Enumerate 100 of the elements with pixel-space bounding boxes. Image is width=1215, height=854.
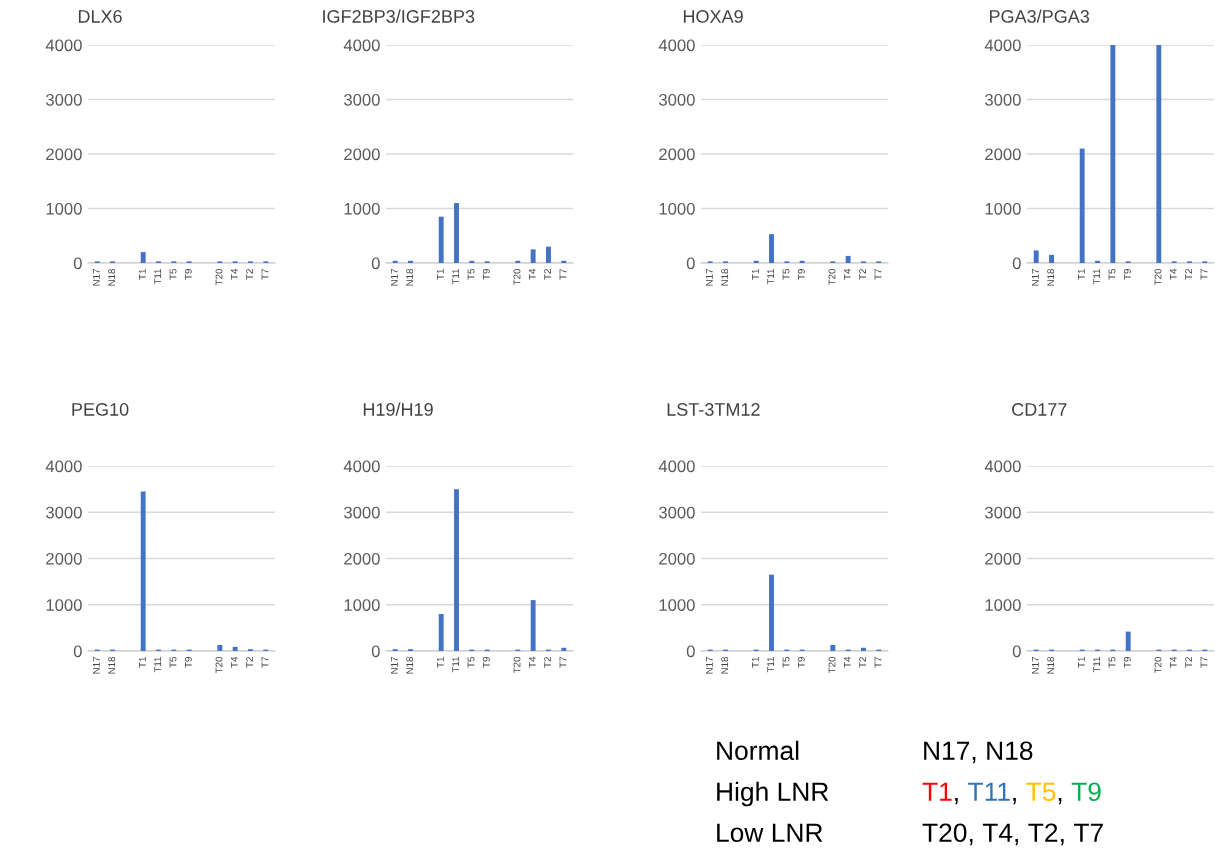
y-tick-label: 0 bbox=[1012, 645, 1021, 658]
bar bbox=[769, 574, 774, 651]
x-tick-label: N17 bbox=[706, 269, 713, 286]
bar bbox=[861, 647, 866, 651]
x-tick-label: T1 bbox=[139, 269, 146, 280]
x-tick-label: N18 bbox=[406, 268, 414, 286]
x-tick-label: T4 bbox=[230, 268, 238, 280]
x-tick-label: T5 bbox=[1108, 656, 1116, 668]
bar bbox=[515, 260, 521, 263]
bar bbox=[1079, 148, 1085, 263]
y-tick-label: 2000 bbox=[46, 552, 82, 565]
x-tick-label: T1 bbox=[752, 657, 759, 668]
bar bbox=[845, 255, 851, 263]
chart-title: HOXA9 bbox=[683, 10, 743, 23]
y-tick-label: 1000 bbox=[344, 202, 380, 215]
x-tick-label: N17 bbox=[1032, 269, 1039, 286]
y-tick-label: 0 bbox=[686, 645, 695, 658]
x-tick-label: T20 bbox=[513, 268, 521, 286]
y-tick-label: 3000 bbox=[46, 93, 82, 106]
x-tick-label: T11 bbox=[154, 657, 162, 673]
bar bbox=[438, 216, 444, 263]
x-tick-label: N17 bbox=[93, 657, 100, 674]
x-tick-label: T11 bbox=[1093, 657, 1101, 673]
x-tick-label: T20 bbox=[828, 656, 836, 674]
x-tick-label: T4 bbox=[528, 656, 536, 668]
x-tick-label: N17 bbox=[1032, 657, 1039, 674]
y-tick-label: 2000 bbox=[985, 148, 1021, 161]
y-tick-label: 0 bbox=[73, 645, 82, 658]
x-tick-label: T20 bbox=[1154, 268, 1162, 286]
y-tick-label: 3000 bbox=[985, 506, 1021, 519]
text: N17, N18 bbox=[924, 741, 1033, 764]
x-tick-label: N18 bbox=[1047, 656, 1055, 674]
x-tick-label: T2 bbox=[859, 269, 866, 280]
y-tick-label: 2000 bbox=[344, 148, 380, 161]
x-tick-label: T7 bbox=[559, 657, 567, 668]
x-tick-label: T20 bbox=[215, 268, 223, 286]
x-tick-label: T11 bbox=[1093, 269, 1101, 285]
bar bbox=[546, 246, 551, 263]
y-tick-label: 2000 bbox=[985, 552, 1021, 565]
y-tick-label: 0 bbox=[686, 257, 695, 270]
y-tick-label: 0 bbox=[371, 257, 380, 270]
x-tick-label: T1 bbox=[437, 269, 444, 280]
y-tick-label: 3000 bbox=[344, 506, 380, 519]
x-tick-label: T7 bbox=[261, 657, 269, 668]
chart-title: DLX6 bbox=[78, 10, 122, 23]
x-tick-label: N18 bbox=[108, 656, 116, 674]
bar bbox=[830, 644, 836, 651]
bar bbox=[1033, 250, 1039, 263]
x-tick-label: T9 bbox=[482, 269, 490, 280]
x-tick-label: T2 bbox=[544, 657, 551, 668]
bar bbox=[753, 260, 759, 263]
x-tick-label: T2 bbox=[246, 657, 253, 668]
bar bbox=[232, 646, 238, 651]
x-tick-label: T11 bbox=[452, 269, 460, 285]
x-tick-label: T11 bbox=[767, 269, 775, 285]
bar bbox=[561, 647, 567, 651]
chart-title: H19/H19 bbox=[363, 402, 433, 416]
x-tick-label: T4 bbox=[1169, 268, 1177, 280]
chart-title: LST-3TM12 bbox=[667, 403, 760, 416]
x-tick-label: T9 bbox=[184, 657, 192, 668]
x-tick-label: T9 bbox=[1123, 269, 1131, 280]
y-tick-label: 4000 bbox=[984, 39, 1021, 52]
y-tick-label: 2000 bbox=[659, 148, 695, 161]
text: T1, T11, T5, T9 bbox=[922, 782, 1101, 805]
x-tick-label: T1 bbox=[1078, 657, 1085, 668]
x-tick-label: T7 bbox=[874, 657, 882, 668]
category-label: High LNR bbox=[717, 781, 829, 807]
chart-title: PGA3/PGA3 bbox=[989, 9, 1090, 23]
y-tick-label: 4000 bbox=[658, 39, 695, 52]
x-tick-label: T5 bbox=[169, 656, 177, 668]
x-tick-label: T7 bbox=[1200, 269, 1208, 280]
y-tick-label: 1000 bbox=[985, 202, 1021, 215]
y-tick-label: 0 bbox=[73, 257, 82, 270]
x-tick-label: T2 bbox=[1185, 269, 1192, 280]
x-tick-label: N18 bbox=[721, 268, 729, 286]
x-tick-label: T5 bbox=[782, 268, 790, 280]
x-tick-label: T5 bbox=[169, 268, 177, 280]
bar bbox=[438, 614, 444, 651]
x-tick-label: N17 bbox=[391, 657, 398, 674]
x-tick-label: N17 bbox=[93, 269, 100, 286]
x-tick-label: T20 bbox=[1154, 656, 1162, 674]
category-label: Low LNR bbox=[717, 823, 823, 843]
y-tick-label: 1000 bbox=[46, 599, 82, 611]
y-tick-label: 0 bbox=[371, 645, 380, 658]
x-tick-label: T7 bbox=[559, 269, 567, 280]
x-tick-label: N18 bbox=[721, 656, 729, 674]
bar bbox=[1110, 45, 1116, 263]
x-tick-label: T1 bbox=[437, 657, 444, 668]
bar bbox=[454, 203, 459, 263]
x-tick-label: T4 bbox=[528, 268, 536, 280]
bar bbox=[408, 260, 413, 263]
x-tick-label: T9 bbox=[482, 657, 490, 668]
bar bbox=[392, 260, 398, 263]
x-tick-label: T5 bbox=[467, 656, 475, 668]
x-tick-label: T20 bbox=[215, 656, 223, 674]
y-tick-label: 3000 bbox=[46, 506, 82, 519]
x-tick-label: T2 bbox=[1185, 657, 1192, 668]
x-tick-label: T1 bbox=[1078, 269, 1085, 280]
x-tick-label: T7 bbox=[874, 269, 882, 280]
x-tick-label: T2 bbox=[544, 269, 551, 280]
